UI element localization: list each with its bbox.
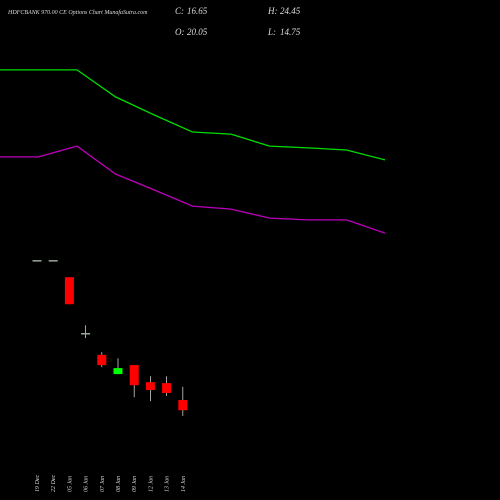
chart-title: HDFCBANK 970.00 CE Options Chart MunafaS… <box>7 9 148 16</box>
x-tick-label: 22 Dec <box>51 475 57 492</box>
ohlc-label: H: <box>267 6 278 16</box>
ohlc-value: 14.75 <box>280 27 301 37</box>
candle-body <box>97 354 107 366</box>
candle-body <box>145 382 155 390</box>
indicator-line <box>0 145 386 234</box>
candle-body <box>32 260 42 262</box>
x-tick-label: 08 Jan <box>116 476 122 492</box>
x-tick-label: 07 Jan <box>100 476 106 492</box>
candle-body <box>129 365 139 386</box>
ohlc-label: C: <box>175 6 184 16</box>
ohlc-label: O: <box>175 27 185 37</box>
x-tick-label: 13 Jan <box>165 476 171 492</box>
ohlc-value: 24.45 <box>280 6 301 16</box>
ohlc-value: 20.05 <box>187 27 208 37</box>
x-tick-label: 12 Jan <box>148 476 154 492</box>
candle-body <box>64 277 74 305</box>
indicator-line <box>0 69 386 161</box>
candle-body <box>178 400 188 411</box>
candle-body <box>81 333 91 335</box>
x-tick-label: 19 Dec <box>35 475 41 492</box>
ohlc-value: 16.65 <box>187 6 208 16</box>
x-tick-label: 06 Jan <box>84 476 90 492</box>
candle-body <box>162 383 172 393</box>
candle-body <box>48 260 58 262</box>
x-tick-label: 05 Jan <box>67 476 73 492</box>
ohlc-label: L: <box>267 27 276 37</box>
x-tick-label: 09 Jan <box>132 476 138 492</box>
candle-body <box>113 368 123 375</box>
x-tick-label: 14 Jan <box>180 476 187 492</box>
